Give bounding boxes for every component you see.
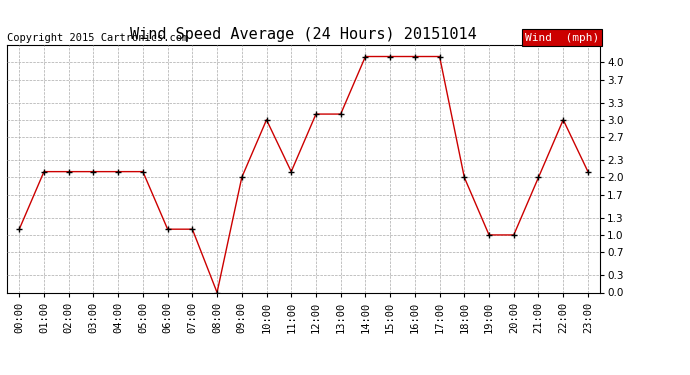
Title: Wind Speed Average (24 Hours) 20151014: Wind Speed Average (24 Hours) 20151014 bbox=[130, 27, 477, 42]
Text: Copyright 2015 Cartronics.com: Copyright 2015 Cartronics.com bbox=[7, 33, 188, 42]
Text: Wind  (mph): Wind (mph) bbox=[525, 33, 599, 42]
